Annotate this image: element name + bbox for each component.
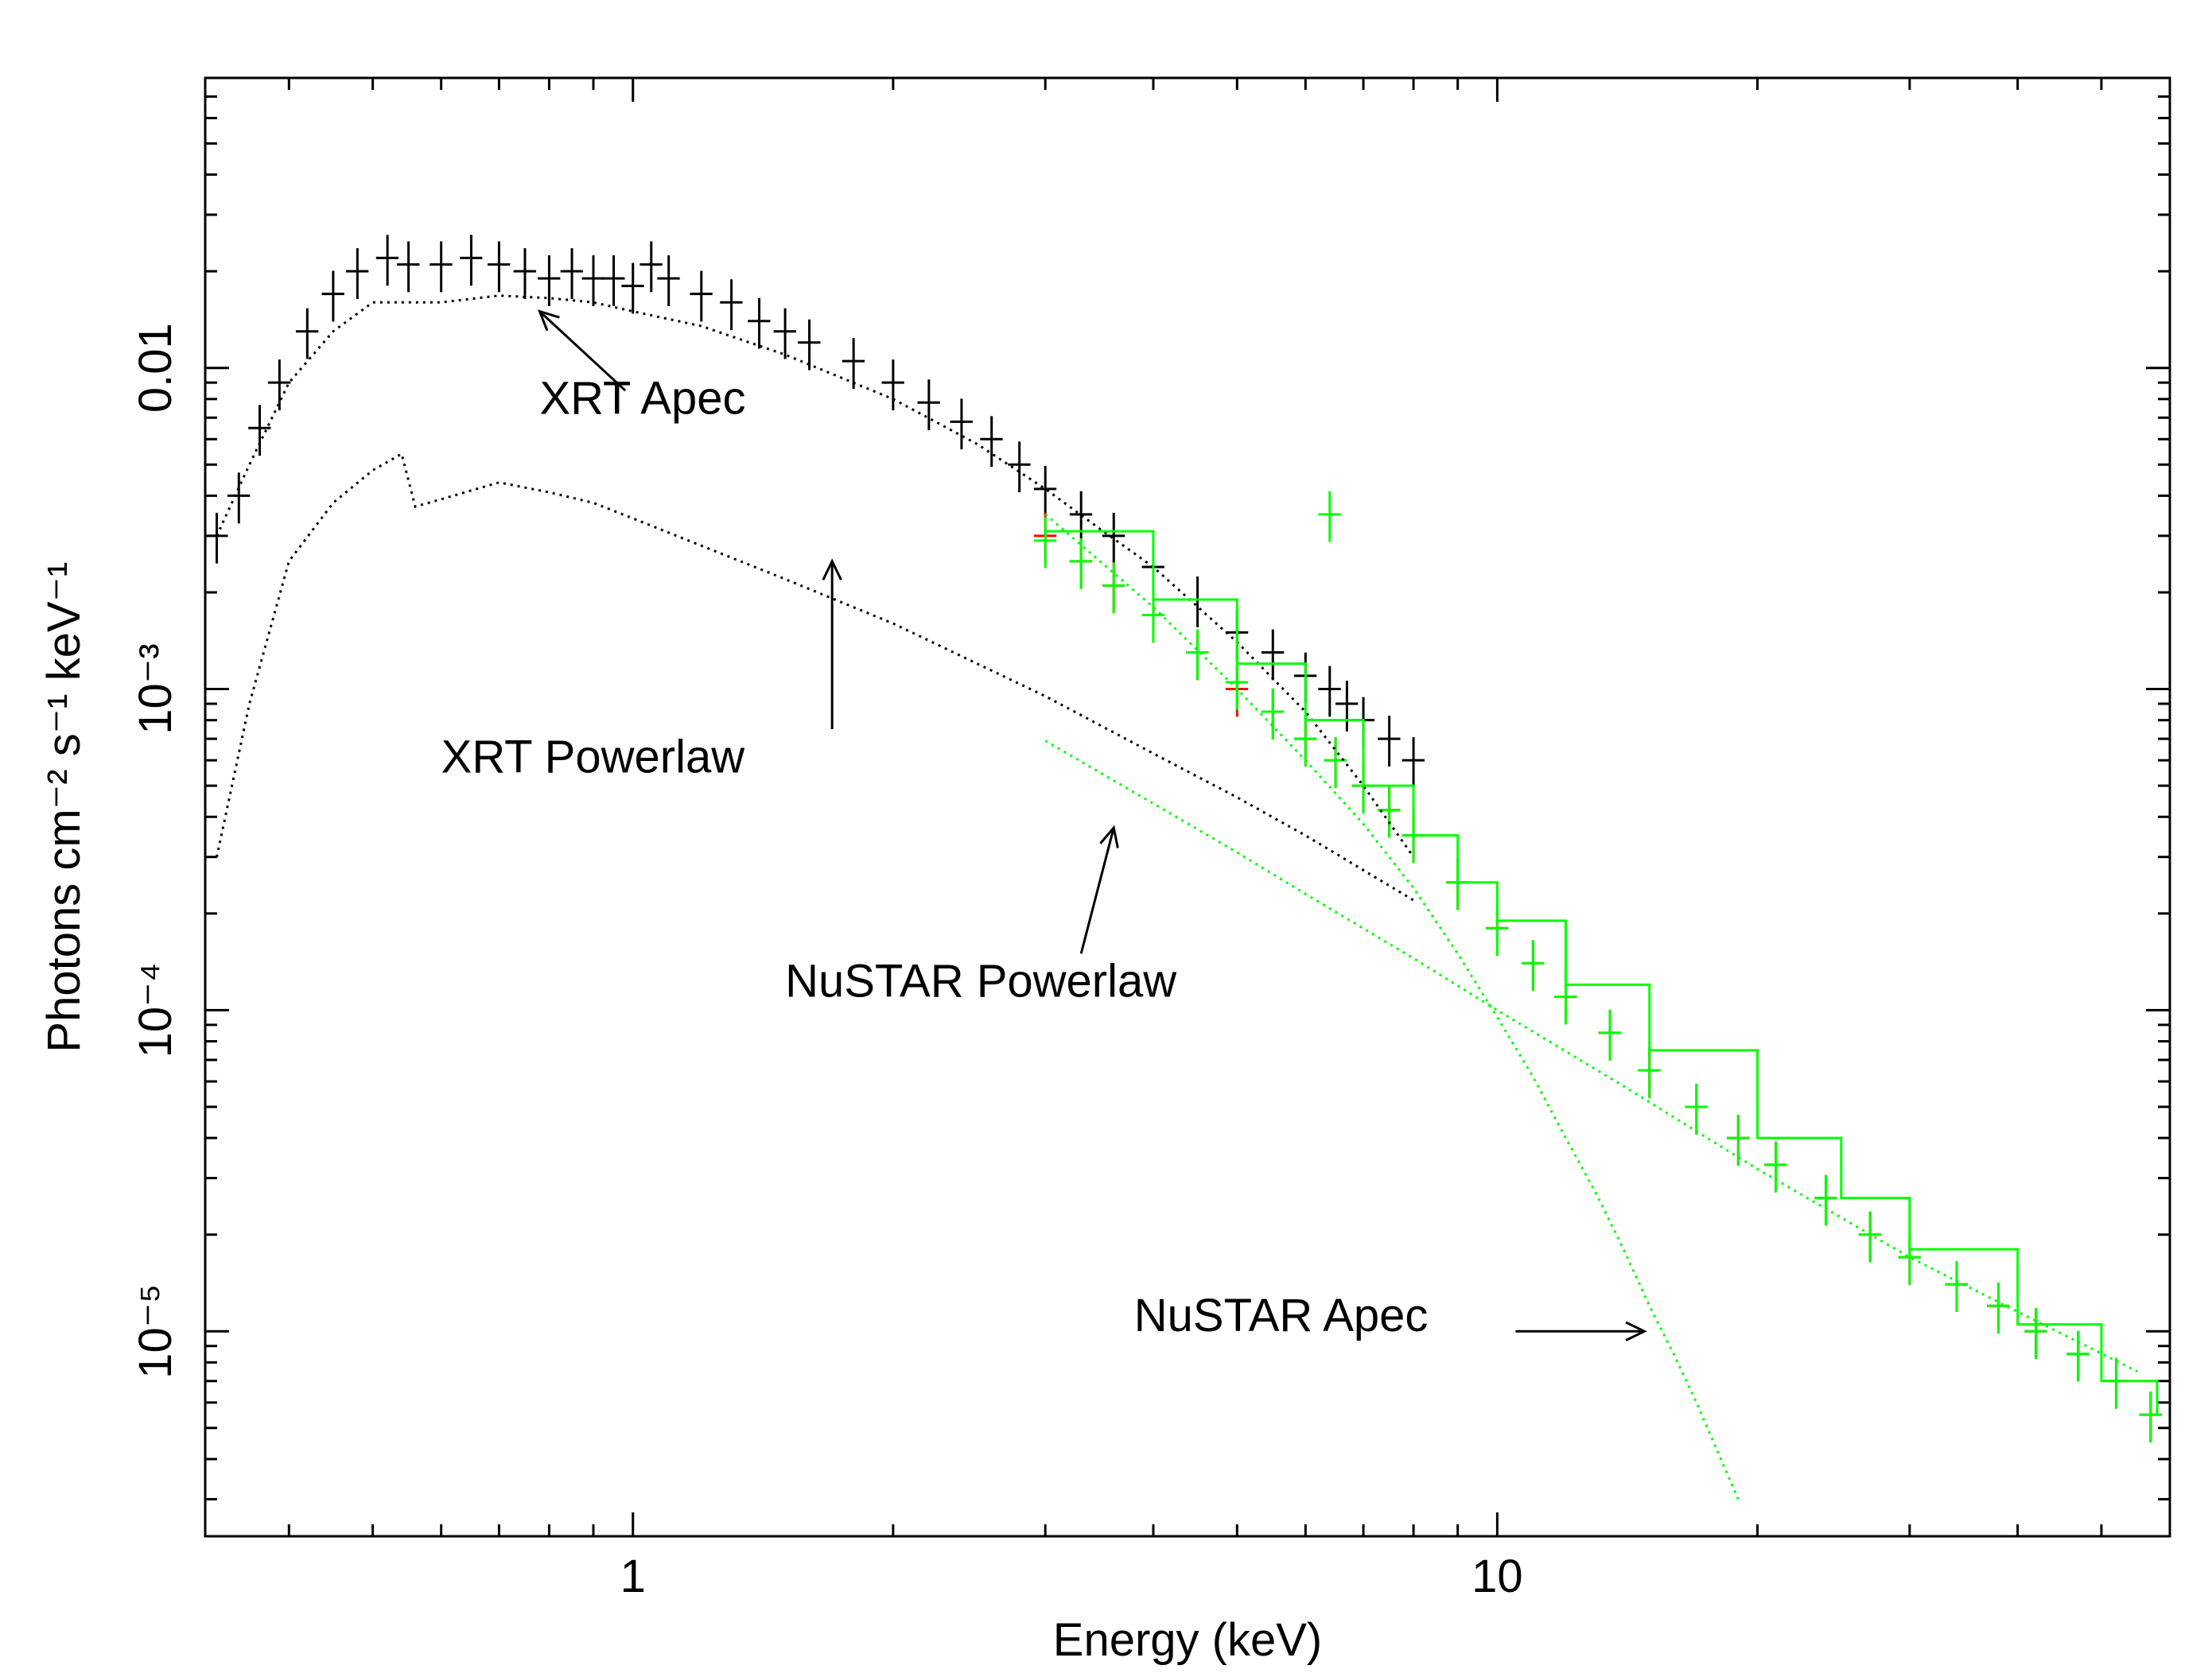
y-tick-label: 10⁻⁵: [130, 1284, 181, 1379]
xrt-data-point: [917, 379, 940, 431]
xrt-data-point: [1318, 666, 1341, 717]
xrt-powerlaw-label: XRT Powerlaw: [441, 731, 746, 782]
xrt-apec-line: [216, 294, 1415, 858]
nustar-fpmb-data-point: [1186, 629, 1209, 681]
xrt-data-point: [397, 241, 420, 293]
nustar-powerlaw-label: NuSTAR Powerlaw: [785, 956, 1177, 1007]
xrt-data-point: [798, 319, 821, 371]
nustar-powerlaw-line: [1044, 740, 2138, 1373]
y-tick-label: 10⁻³: [130, 643, 181, 734]
y-tick-label: 10⁻⁴: [130, 962, 181, 1058]
xrt-data-point: [1102, 512, 1125, 564]
xrt-data-point: [1378, 716, 1401, 767]
xrt-data-point: [1008, 441, 1031, 493]
x-tick-label: 1: [620, 1551, 646, 1602]
nustar-fpmb-data-point: [1069, 538, 1093, 589]
y-axis-label: Photons cm⁻² s⁻¹ keV⁻¹: [38, 561, 90, 1052]
xrt-data-point: [267, 359, 291, 410]
xrt-data-point: [205, 512, 228, 564]
nustar-fpmb-data-point: [1945, 1261, 1968, 1313]
nustar-fpmb-data-point: [1261, 689, 1285, 740]
xrt-data-point: [248, 405, 271, 456]
xrt-data-point: [488, 241, 511, 293]
nustar-fpmb-data-point: [1987, 1283, 2010, 1334]
nustar-fpmb-data-point: [2066, 1330, 2090, 1382]
nustar-fpmb-data-point: [1522, 940, 1545, 992]
xrt-data-point: [639, 241, 663, 293]
xrt-data-point: [227, 472, 251, 524]
axis-ticks: [205, 76, 2171, 1536]
nustar-fpmb-data-point: [1764, 1141, 1787, 1193]
nustar-fpmb-data-point: [1225, 658, 1249, 710]
xrt-data-point: [345, 248, 369, 299]
xrt-data-point: [1261, 629, 1285, 681]
nustar-fpmb-data-point: [1293, 716, 1317, 767]
xrt-data-point: [842, 338, 865, 389]
xrt-data-point: [773, 308, 797, 359]
xrt-data-point: [538, 255, 561, 306]
xrt-data-point: [1069, 491, 1093, 542]
x-tick-label: 10: [1471, 1551, 1523, 1602]
nustar-fpmb-data-point: [1324, 737, 1347, 788]
xrt-data-point: [1033, 465, 1057, 517]
xrt-powerlaw-arrow: [822, 558, 842, 730]
xrt-data-point: [430, 241, 453, 293]
plot-frame: [204, 76, 2171, 1538]
xrt-data-point: [1335, 681, 1359, 732]
xrt-data-point: [460, 235, 483, 286]
nustar-fpmb-data-point: [1033, 517, 1057, 569]
nustar-fpmb-data-point: [1685, 1083, 1708, 1135]
xrt-apec-arrow: [537, 309, 627, 392]
xrt-data-point: [602, 255, 625, 306]
xrt-data-point: [295, 308, 319, 359]
xrt-data-point: [980, 416, 1003, 468]
xrt-data-point: [720, 279, 743, 331]
nustar-fpmb-data-point: [1726, 1115, 1750, 1166]
nustar-fpmb-data-point: [1102, 562, 1125, 614]
x-axis-label: Energy (keV): [1053, 1614, 1322, 1666]
xrt-data-point: [690, 270, 713, 322]
annotations: XRT Apec XRT Powerlaw NuSTAR Powerlaw NuSTA…: [441, 309, 1647, 1341]
data-layer: [205, 235, 2162, 1500]
xrt-data-point: [375, 235, 399, 286]
xrt-apec-label: XRT Apec: [539, 372, 745, 424]
xrt-data-point: [1186, 576, 1209, 627]
xrt-data-point: [950, 398, 973, 450]
nustar-fpmb-data-point: [1318, 491, 1341, 542]
nustar-fpmb-data-point: [1858, 1211, 1882, 1263]
xrt-data-point: [748, 297, 771, 349]
total-model-line: [1045, 530, 2159, 1415]
nustar-fpmb-data-point: [1814, 1174, 1837, 1226]
xrt-powerlaw-line: [216, 452, 1414, 902]
nustar-apec-arrow: [1515, 1321, 1647, 1341]
xrt-data-point: [513, 248, 536, 299]
xrt-data-point: [657, 255, 680, 306]
nustar-apec-label: NuSTAR Apec: [1134, 1290, 1429, 1341]
nustar-fpmb-data-point: [1598, 1009, 1621, 1061]
y-tick-label: 0.01: [130, 323, 181, 413]
nustar-fpmb-data-point: [2024, 1308, 2047, 1360]
xrt-data-point: [581, 255, 605, 306]
xrt-data-point: [881, 359, 904, 410]
nustar-fpmb-data-point: [1638, 1046, 1661, 1098]
xrt-data-point: [621, 262, 644, 314]
xrt-data-point: [321, 270, 344, 322]
xrt-data-point: [560, 248, 583, 299]
nustar-powerlaw-arrow: [1079, 825, 1119, 954]
xrt-data-point: [1401, 737, 1425, 788]
tick-labels: 1 10 0.01 10⁻³ 10⁻⁴ 10⁻⁵: [130, 323, 1523, 1602]
